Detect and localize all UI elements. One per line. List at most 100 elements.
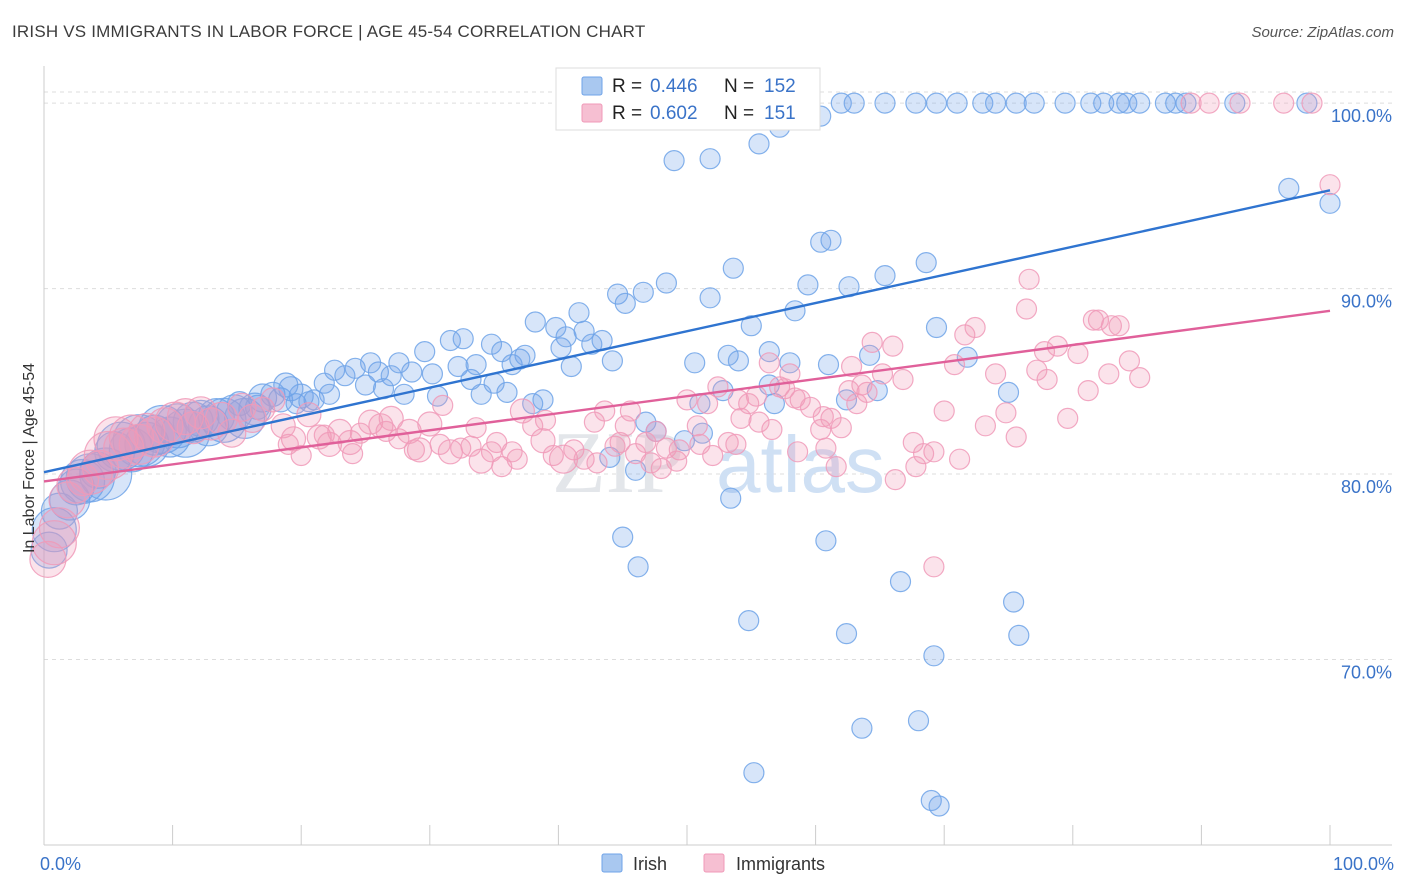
- series-0-point-119: [699, 148, 721, 170]
- series-0-point-105: [627, 556, 649, 578]
- series-1-point-75: [758, 352, 780, 374]
- series-1-point-43: [429, 433, 451, 455]
- series-0-point-147: [817, 354, 840, 376]
- series-1-point-140: [486, 431, 508, 454]
- series-0-point-120: [748, 133, 770, 155]
- series-1-point-57: [573, 448, 595, 470]
- series-1-point-23: [227, 392, 257, 422]
- series-1-point-59: [594, 400, 616, 422]
- series-0-point-131: [1005, 92, 1027, 114]
- series-0-point-61: [524, 311, 546, 333]
- series-0-point-145: [1319, 192, 1341, 214]
- series-1-point-54: [542, 444, 564, 467]
- series-0-point-68: [573, 320, 595, 342]
- series-0-point-30: [278, 376, 304, 402]
- series-1-point-0: [29, 540, 67, 579]
- series-0-point-54: [452, 328, 474, 350]
- trend-line-1: [43, 309, 1331, 483]
- series-0-point-83: [758, 341, 780, 363]
- series-0-point-157: [298, 391, 320, 413]
- series-1-point-143: [403, 439, 425, 461]
- series-0-point-75: [699, 287, 721, 309]
- series-0-point-106: [738, 609, 760, 632]
- watermark-atlas: atlas: [716, 420, 885, 509]
- series-1-point-83: [840, 355, 863, 378]
- series-0-point-41: [354, 374, 377, 396]
- series-1-point-102: [1036, 368, 1058, 391]
- series-0-point-65: [568, 302, 590, 324]
- series-0-point-104: [612, 526, 634, 548]
- bottom-legend: Irish Immigrants: [601, 853, 825, 874]
- series-1-point-71: [717, 431, 739, 454]
- series-1-point-87: [882, 335, 904, 357]
- series-1-point-146: [313, 424, 335, 446]
- series-1-point-74: [748, 411, 770, 433]
- series-1-point-115: [856, 381, 878, 403]
- series-0-point-102: [624, 459, 647, 481]
- grid-lines: [44, 91, 1392, 661]
- series-1-point-124: [815, 437, 837, 459]
- series-1-point-120: [1018, 268, 1040, 290]
- series-1-point-85: [861, 331, 883, 353]
- series-1-point-95: [964, 316, 986, 339]
- series-1-point-93: [943, 354, 966, 376]
- trend-line-0: [43, 189, 1331, 474]
- bottom-legend-label-immigrants: Immigrants: [736, 854, 825, 874]
- series-0-point-48: [401, 361, 423, 383]
- series-1-point-152: [1301, 92, 1323, 114]
- series-1-point-123: [786, 441, 809, 463]
- series-0-point-111: [1002, 591, 1025, 613]
- series-0-point-137: [1116, 92, 1138, 114]
- series-0-point-149: [727, 350, 750, 372]
- series-0-point-156: [318, 383, 341, 405]
- series-0-point-123: [830, 92, 852, 114]
- legend-n-label-irish: N =: [724, 76, 754, 97]
- series-1-point-107: [1087, 309, 1110, 331]
- series-1-point-27: [270, 413, 296, 439]
- series-0-point-133: [1054, 92, 1076, 114]
- series-1-point-141: [465, 417, 487, 439]
- series-0-point-142: [1224, 92, 1246, 114]
- series-1-point-82: [830, 417, 852, 439]
- legend-swatch-irish: [581, 76, 603, 96]
- series-1-point-108: [1098, 363, 1120, 385]
- bottom-legend-label-irish: Irish: [633, 854, 667, 874]
- series-1-point-94: [954, 324, 976, 346]
- series-1-point-155: [1082, 309, 1105, 331]
- series-0-point-72: [614, 292, 636, 314]
- series-1-point-97: [984, 363, 1007, 385]
- series-0-point-115: [743, 762, 765, 784]
- series-0-point-117: [928, 795, 950, 817]
- series-0-point-148: [601, 350, 624, 372]
- series-1-point-98: [995, 402, 1017, 424]
- chart-title: IRISH VS IMMIGRANTS IN LABOR FORCE | AGE…: [12, 22, 646, 41]
- series-1-point-67: [676, 389, 698, 411]
- series-0-point-93: [874, 265, 896, 287]
- series-0-point-134: [1080, 92, 1102, 114]
- series-0-point-118: [663, 150, 685, 172]
- series-1-point-11: [108, 414, 154, 460]
- series-0-point-44: [360, 352, 382, 374]
- series-1-point-28: [280, 426, 307, 452]
- series-0-point-39: [334, 365, 356, 387]
- y-tick-label-1: 80.0%: [1341, 477, 1392, 497]
- series-0-point-103: [720, 487, 742, 509]
- series-1-point-1: [31, 520, 77, 566]
- series-0-point-53: [447, 355, 469, 378]
- series-0-point-38: [324, 359, 346, 381]
- series-1-point-121: [730, 407, 752, 429]
- series-0-point-109: [835, 622, 858, 645]
- x-tick-label-max: 100.0%: [1333, 854, 1394, 874]
- legend-r-label-irish: R =: [612, 76, 642, 97]
- series-0-point-73: [632, 281, 654, 303]
- series-1-point-111: [1129, 367, 1151, 389]
- series-1-point-110: [1118, 350, 1141, 372]
- series-0-point-70: [522, 393, 544, 415]
- series-0-point-152: [465, 354, 487, 376]
- series-1-point-118: [923, 556, 945, 578]
- series-1-point-19: [184, 396, 218, 430]
- series-0-point-154: [550, 337, 572, 359]
- series-0-point-108: [889, 570, 912, 593]
- source-note: Source: ZipAtlas.com: [1251, 24, 1394, 41]
- series-0-point-112: [1008, 624, 1030, 647]
